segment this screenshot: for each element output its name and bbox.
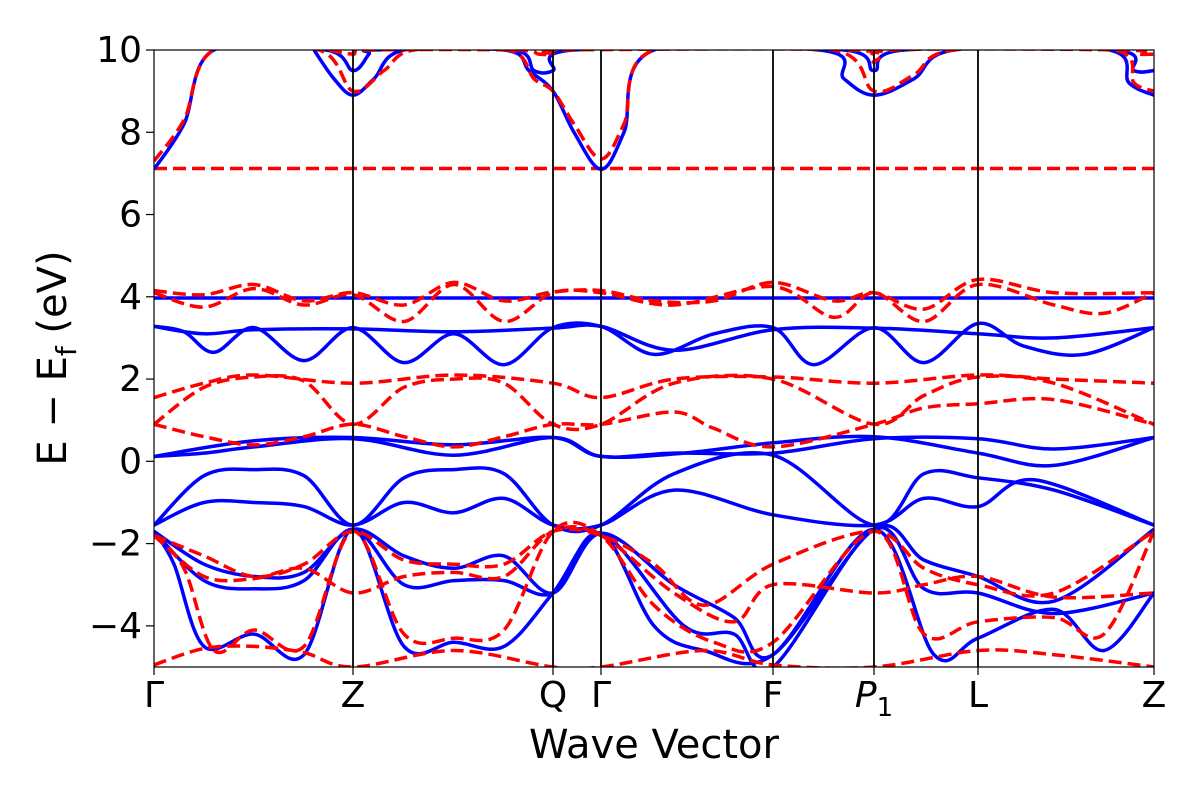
- y-tick-label: 2: [119, 359, 142, 400]
- y-tick-label: 4: [119, 277, 142, 318]
- x-tick-label-main: Γ: [144, 675, 164, 716]
- y-tick-label: 6: [119, 195, 142, 236]
- x-tick-label: Q: [539, 675, 567, 716]
- x-tick-label-main: F: [763, 675, 784, 716]
- series-blue-band-0.6: [154, 434, 1154, 468]
- x-ticks: Γ Z Q Γ F P1 L Z: [144, 667, 1166, 723]
- y-tick-label: −2: [89, 524, 142, 565]
- series-red-band-neg4: [154, 520, 1154, 655]
- y-tick-label: 0: [119, 441, 142, 482]
- series-red-band-4: [154, 277, 1154, 311]
- y-tick-label: 8: [119, 112, 142, 153]
- y-axis-label-sub: f: [50, 345, 83, 356]
- x-tick-label: Z: [341, 675, 366, 716]
- kpoint-lines: [352, 50, 979, 667]
- x-axis-label: Wave Vector: [529, 722, 780, 768]
- y-axis-label: E − Ef (eV): [30, 250, 83, 465]
- y-ticks: 10 8 6 4 2 0 −2 −4: [89, 30, 154, 647]
- series-red-band-high-1: [154, 50, 1154, 163]
- x-tick-label: L: [968, 675, 988, 716]
- x-tick-label-sub: 1: [877, 693, 894, 723]
- x-tick-label-main: Q: [539, 675, 567, 716]
- x-tick-label: P1: [855, 675, 893, 723]
- plot-frame: [153, 49, 1155, 668]
- y-tick-label: 10: [96, 30, 142, 71]
- y-tick-label: −4: [89, 606, 142, 647]
- x-tick-label-main: Γ: [591, 675, 611, 716]
- series-red-band-neg2: [154, 527, 1154, 608]
- x-tick-label: Z: [1142, 675, 1167, 716]
- x-tick-label-main: Z: [341, 675, 366, 716]
- x-tick-label-main: Z: [1142, 675, 1167, 716]
- series-layer: [154, 50, 1154, 667]
- x-tick-label-main: P: [855, 675, 877, 716]
- series-red-band-2b: [154, 373, 1154, 432]
- x-tick-label: F: [763, 675, 784, 716]
- x-tick-label-main: L: [968, 675, 988, 716]
- series-blue-band-high-1: [154, 50, 1154, 172]
- x-tick-label: Γ: [144, 675, 164, 716]
- y-axis-label-unit: (eV): [30, 250, 76, 346]
- x-tick-label: Γ: [591, 675, 611, 716]
- y-axis-label-main: E − E: [30, 356, 76, 466]
